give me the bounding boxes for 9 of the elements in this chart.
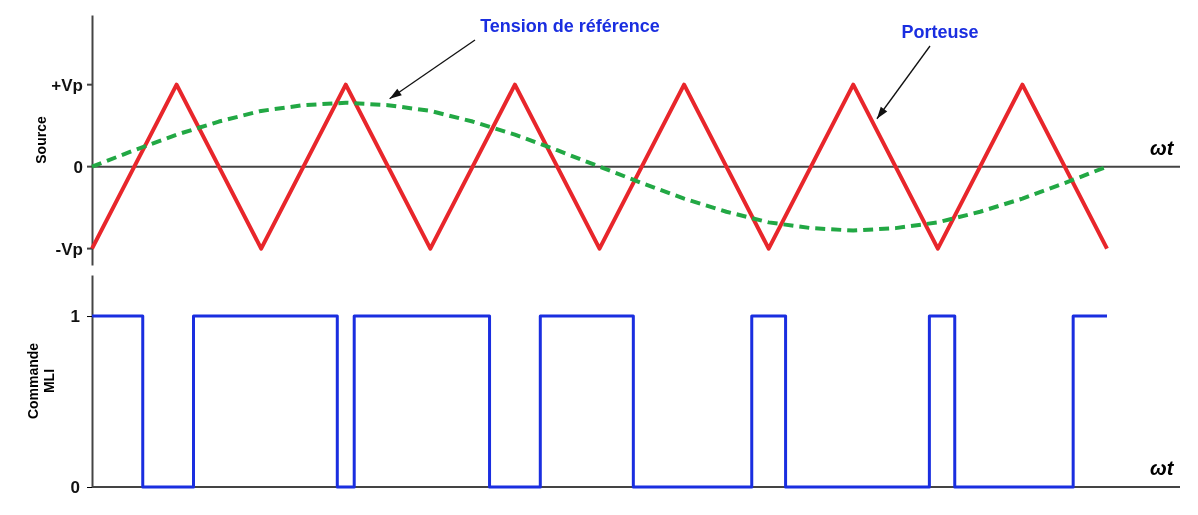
annotation: +Vp — [51, 75, 83, 95]
x-axis-title: ωt — [1150, 136, 1175, 159]
x-axis-title: ωt — [1150, 457, 1175, 479]
annotation: -Vp — [55, 239, 83, 259]
y-tick-label: 1 — [70, 306, 80, 326]
text: Porteuse — [901, 22, 979, 42]
y-axis-title: Commande MLI — [25, 342, 57, 420]
y-axis-title: Source — [33, 116, 49, 164]
text: Tension de référence — [480, 16, 660, 36]
